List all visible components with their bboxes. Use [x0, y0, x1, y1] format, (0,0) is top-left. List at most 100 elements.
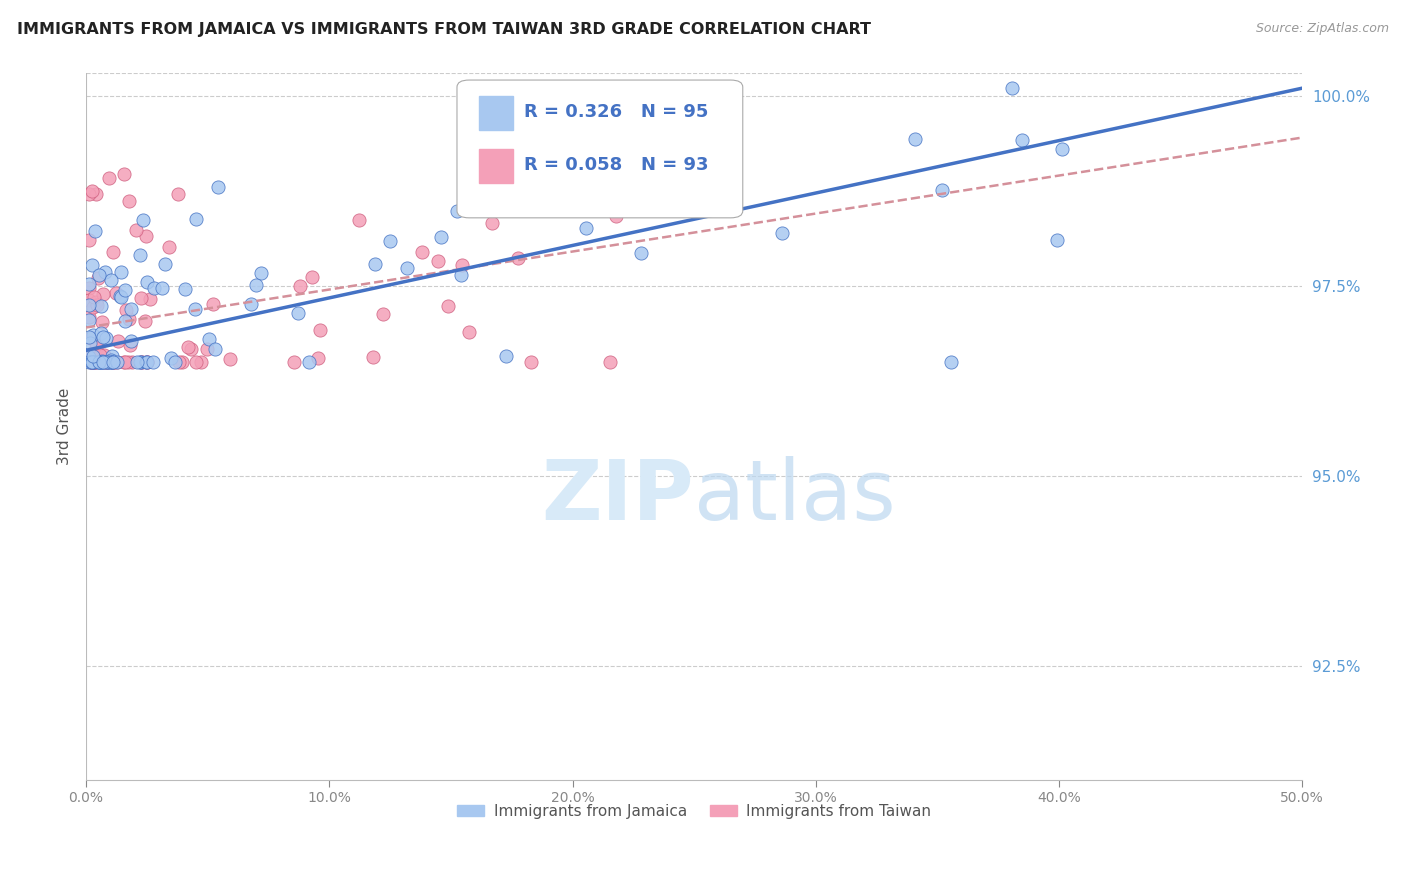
- Point: [411, 245, 433, 260]
- Point: [107, 334, 129, 348]
- Point: [89, 355, 111, 369]
- Point: [82, 355, 104, 369]
- Point: [89, 348, 111, 362]
- Point: [534, 81, 557, 95]
- Point: [562, 174, 585, 188]
- Point: [77, 186, 100, 201]
- Point: [184, 355, 207, 369]
- Point: [101, 355, 124, 369]
- Point: [82, 328, 104, 343]
- Point: [77, 298, 100, 312]
- Point: [79, 331, 101, 345]
- Point: [378, 234, 401, 248]
- Point: [84, 355, 107, 369]
- Point: [605, 209, 627, 223]
- Point: [87, 268, 110, 282]
- Point: [190, 355, 212, 369]
- Point: [180, 342, 202, 356]
- Point: [1011, 132, 1033, 146]
- Point: [84, 355, 107, 369]
- Point: [520, 355, 543, 369]
- Point: [82, 258, 104, 272]
- Point: [250, 266, 273, 280]
- Point: [240, 296, 263, 310]
- Point: [395, 260, 418, 275]
- Point: [114, 314, 136, 328]
- Point: [84, 341, 107, 355]
- Point: [105, 355, 128, 369]
- Point: [84, 295, 107, 310]
- Point: [173, 282, 195, 296]
- Point: [481, 216, 503, 230]
- Point: [79, 335, 101, 350]
- Point: [219, 351, 242, 366]
- Point: [100, 355, 122, 369]
- Point: [80, 355, 103, 369]
- Point: [599, 355, 621, 369]
- Point: [82, 355, 104, 369]
- Bar: [479, 149, 513, 183]
- Point: [112, 167, 135, 181]
- Point: [100, 353, 122, 368]
- Point: [450, 259, 472, 273]
- Point: [155, 257, 177, 271]
- Point: [290, 279, 312, 293]
- Point: [198, 332, 221, 346]
- Point: [287, 306, 309, 320]
- Point: [931, 183, 953, 197]
- Point: [77, 281, 100, 295]
- Point: [93, 348, 115, 362]
- Point: [101, 245, 124, 260]
- Point: [160, 351, 183, 366]
- FancyBboxPatch shape: [457, 80, 742, 218]
- Point: [93, 355, 115, 369]
- Point: [132, 213, 155, 227]
- Point: [129, 248, 152, 262]
- Point: [83, 355, 105, 369]
- Point: [93, 287, 115, 301]
- Legend: Immigrants from Jamaica, Immigrants from Taiwan: Immigrants from Jamaica, Immigrants from…: [451, 797, 938, 825]
- Point: [87, 355, 110, 369]
- Point: [195, 343, 218, 357]
- Point: [104, 285, 127, 300]
- Point: [301, 269, 323, 284]
- Point: [129, 355, 152, 369]
- Y-axis label: 3rd Grade: 3rd Grade: [58, 388, 72, 465]
- Point: [143, 281, 166, 295]
- Point: [114, 355, 136, 369]
- Point: [77, 355, 100, 369]
- Point: [84, 336, 107, 351]
- Point: [630, 246, 652, 260]
- Point: [93, 355, 115, 369]
- Point: [80, 355, 103, 369]
- Point: [136, 355, 159, 369]
- Point: [89, 355, 111, 369]
- Point: [84, 354, 107, 368]
- Point: [117, 194, 139, 208]
- Point: [505, 178, 527, 192]
- Point: [131, 355, 153, 369]
- Point: [83, 224, 105, 238]
- Point: [659, 200, 682, 214]
- Point: [101, 355, 124, 369]
- Point: [135, 355, 157, 369]
- Text: R = 0.326   N = 95: R = 0.326 N = 95: [524, 103, 709, 120]
- Point: [79, 351, 101, 366]
- Point: [1045, 233, 1067, 247]
- Point: [77, 310, 100, 324]
- Point: [115, 302, 138, 317]
- Point: [309, 323, 332, 337]
- Point: [245, 277, 267, 292]
- Point: [96, 355, 118, 369]
- Point: [90, 326, 112, 340]
- Point: [77, 233, 100, 247]
- Point: [108, 289, 131, 303]
- Point: [136, 355, 159, 369]
- Point: [117, 355, 139, 369]
- Point: [207, 179, 229, 194]
- Point: [82, 300, 104, 314]
- Point: [94, 330, 117, 344]
- Point: [204, 342, 226, 356]
- Point: [426, 254, 449, 268]
- Point: [450, 268, 472, 282]
